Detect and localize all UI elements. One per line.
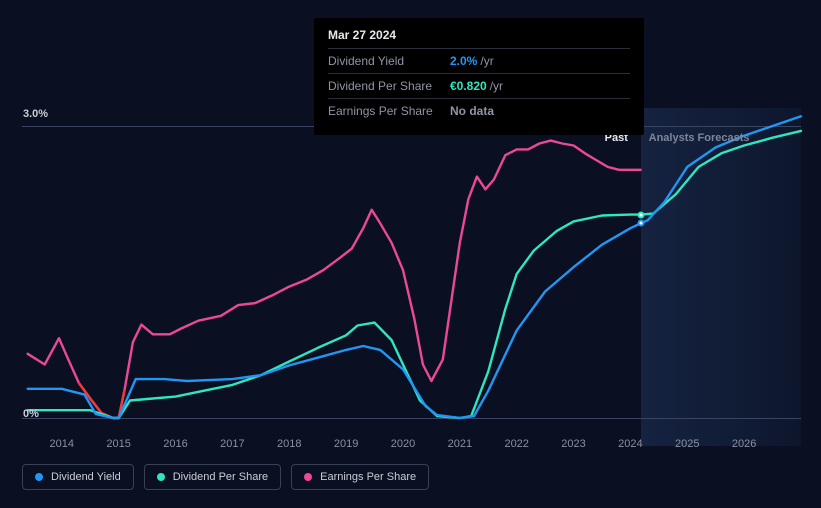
x-tick: 2020	[391, 438, 415, 450]
x-tick: 2019	[334, 438, 358, 450]
x-tick: 2026	[732, 438, 756, 450]
legend-item[interactable]: Dividend Per Share	[144, 464, 281, 490]
tooltip-row: Earnings Per ShareNo data	[328, 98, 630, 123]
x-tick: 2025	[675, 438, 699, 450]
legend-dot-icon	[304, 473, 312, 481]
chart-tooltip: Mar 27 2024 Dividend Yield2.0%/yrDividen…	[314, 18, 644, 135]
tooltip-row-value: 2.0%	[450, 54, 477, 68]
legend-dot-icon	[35, 473, 43, 481]
x-tick: 2022	[504, 438, 528, 450]
x-tick: 2015	[106, 438, 130, 450]
legend-item-label: Dividend Yield	[51, 471, 121, 483]
tooltip-date: Mar 27 2024	[328, 28, 630, 48]
legend-item[interactable]: Dividend Yield	[22, 464, 134, 490]
tooltip-row-value: No data	[450, 104, 494, 118]
tooltip-row-label: Earnings Per Share	[328, 104, 450, 118]
y-axis-bottom-label: 0%	[23, 408, 39, 420]
dividend-per-share-marker	[637, 211, 644, 218]
x-tick: 2023	[561, 438, 585, 450]
tooltip-row-label: Dividend Yield	[328, 54, 450, 68]
y-axis-top-label: 3.0%	[23, 108, 48, 120]
tooltip-row-unit: /yr	[490, 79, 503, 93]
chart-plot-area: Past Analysts Forecasts	[22, 108, 801, 446]
x-tick: 2018	[277, 438, 301, 450]
tooltip-row-label: Dividend Per Share	[328, 79, 450, 93]
x-tick: 2016	[163, 438, 187, 450]
x-tick: 2014	[50, 438, 74, 450]
chart-legend: Dividend Yield Dividend Per Share Earnings…	[22, 464, 429, 490]
x-tick: 2021	[448, 438, 472, 450]
tooltip-row-value: €0.820	[450, 79, 487, 93]
legend-item[interactable]: Earnings Per Share	[291, 464, 429, 490]
tooltip-row-unit: /yr	[480, 54, 493, 68]
x-tick: 2024	[618, 438, 642, 450]
chart-lines	[22, 108, 801, 446]
tooltip-row: Dividend Per Share€0.820/yr	[328, 73, 630, 98]
x-tick: 2017	[220, 438, 244, 450]
x-axis: 2014 2015 2016 2017 2018 2019 2020 2021 2022 2023…	[22, 438, 801, 454]
dividend-yield-marker	[637, 220, 644, 227]
legend-item-label: Earnings Per Share	[320, 471, 416, 483]
legend-item-label: Dividend Per Share	[173, 471, 268, 483]
legend-dot-icon	[157, 473, 165, 481]
tooltip-row: Dividend Yield2.0%/yr	[328, 48, 630, 73]
forecast-label: Analysts Forecasts	[649, 132, 750, 144]
